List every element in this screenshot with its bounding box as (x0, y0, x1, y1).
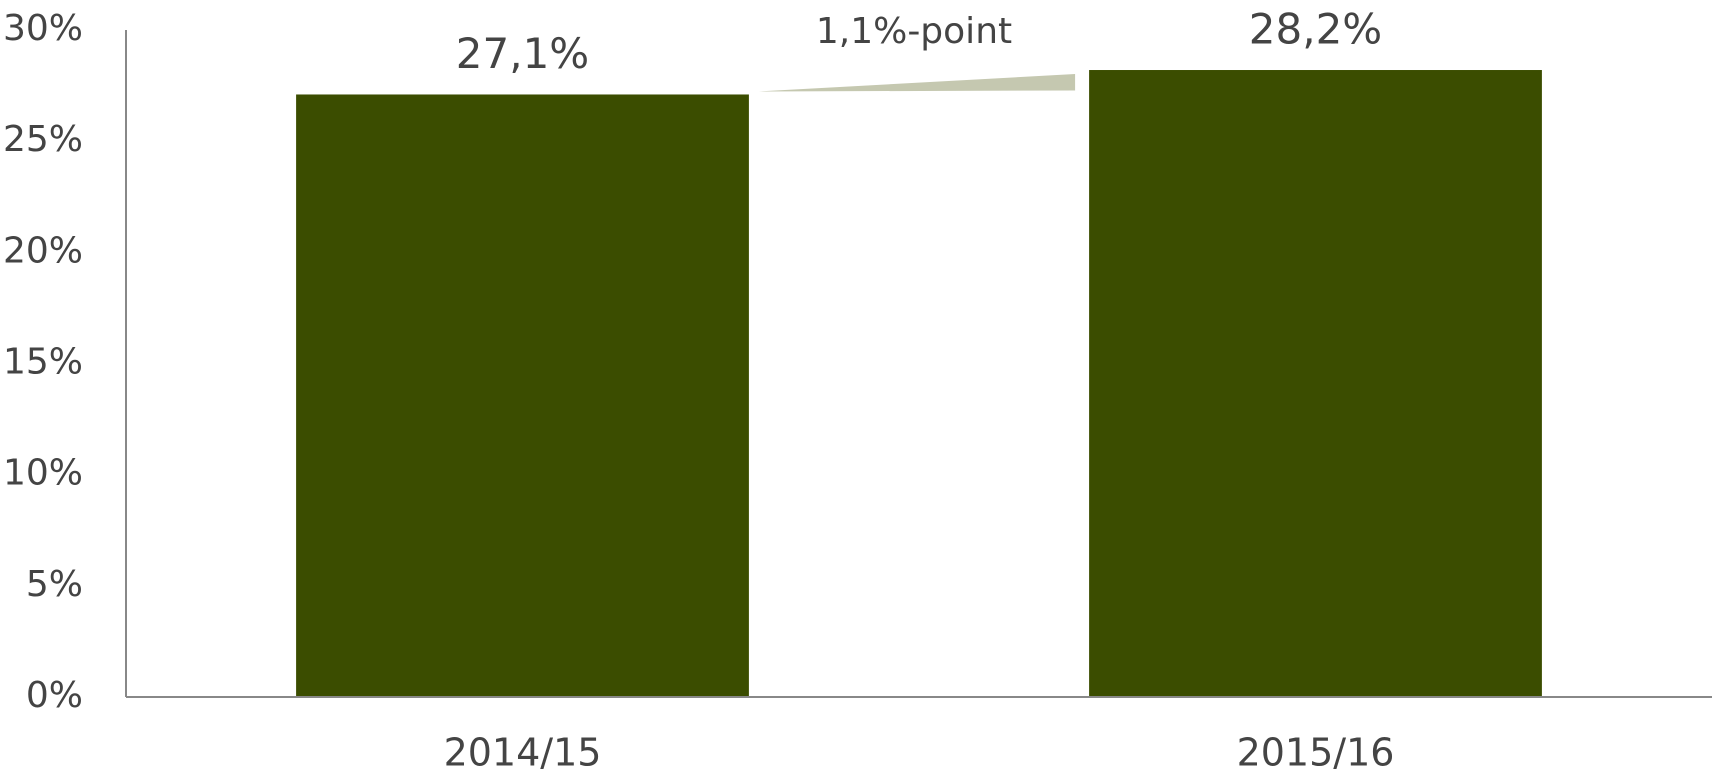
y-tick-label: 30% (3, 8, 83, 49)
y-tick-label: 5% (26, 564, 83, 605)
x-tick-label: 2015/16 (1237, 731, 1395, 775)
y-tick-label: 25% (3, 119, 83, 160)
annotation: 1,1%-point (816, 11, 1012, 52)
change-wedge (758, 74, 1076, 92)
y-tick-label: 20% (3, 230, 83, 271)
value-label: 27,1% (456, 29, 589, 78)
y-tick-label: 15% (3, 342, 83, 383)
x-tick-label: 2014/15 (444, 731, 602, 775)
y-tick-label: 0% (26, 675, 83, 716)
bar (1089, 70, 1542, 697)
bar (296, 94, 749, 697)
value-label: 28,2% (1249, 5, 1382, 54)
y-tick-label: 10% (3, 453, 83, 494)
